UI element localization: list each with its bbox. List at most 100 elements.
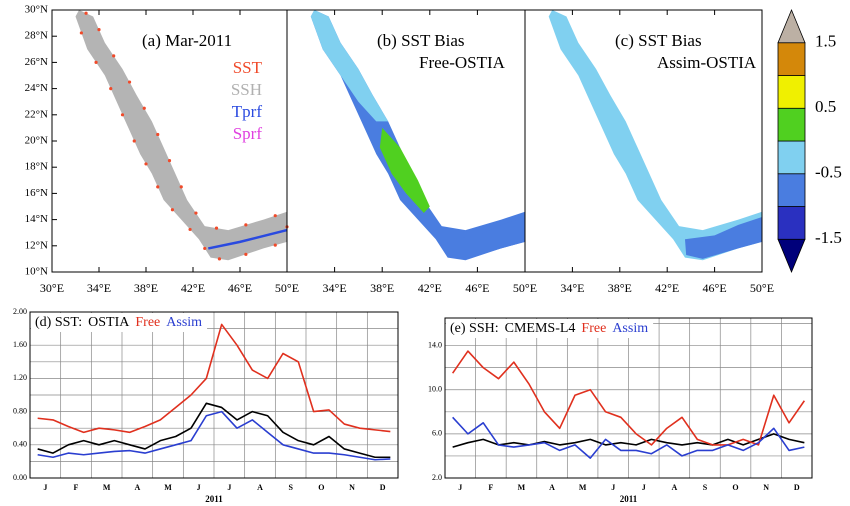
x-tick-label: 30°E: [40, 281, 64, 295]
obs-marker: [94, 60, 98, 64]
obs-marker: [132, 139, 136, 143]
x-tick-label: J: [611, 483, 615, 492]
y-tick-label: 1.60: [13, 340, 27, 349]
y-tick-label: 10.0: [428, 385, 442, 394]
panel-title: (b) SST Bias: [377, 31, 465, 50]
y-tick-label: 24°N: [25, 82, 48, 94]
panel-title: (a) Mar-2011: [142, 31, 232, 50]
legend-entry: Assim: [166, 315, 202, 330]
colorbar-label: 0.5: [815, 97, 836, 116]
obs-marker: [144, 162, 148, 166]
x-tick-label: M: [164, 483, 172, 492]
x-tick-label: 34°E: [560, 281, 584, 295]
y-tick-label: 26°N: [25, 56, 48, 68]
x-tick-label: 42°E: [655, 281, 679, 295]
y-tick-label: 0.40: [13, 440, 27, 449]
x-tick-label: 38°E: [608, 281, 632, 295]
y-tick-label: 18°N: [25, 161, 48, 173]
title-background: [31, 313, 208, 332]
y-tick-label: 0.00: [13, 473, 27, 482]
obs-marker: [273, 243, 277, 247]
legend-entry: Free: [135, 315, 160, 330]
legend-entry: SSH: [231, 80, 262, 99]
plot-frame: [444, 317, 813, 479]
x-tick-label: O: [732, 483, 738, 492]
obs-marker: [97, 28, 101, 32]
y-tick-label: 0.80: [13, 406, 27, 415]
title-background: [446, 319, 654, 338]
x-tick-label: A: [257, 483, 263, 492]
x-tick-label: 50°E: [513, 281, 537, 295]
legend-entry: Assim: [612, 321, 648, 336]
y-tick-label: 6.0: [432, 429, 442, 438]
bias-region: [447, 216, 525, 259]
panel-title: (c) SST Bias: [615, 31, 702, 50]
series-line: [37, 323, 391, 434]
colorbar-segment: [777, 42, 806, 76]
obs-marker: [167, 159, 172, 163]
obs-marker: [273, 214, 277, 218]
y-tick-label: 12°N: [25, 239, 48, 251]
x-tick-label: S: [703, 483, 708, 492]
obs-marker: [156, 132, 160, 137]
series-line: [452, 416, 805, 459]
legend-entry: Sprf: [233, 124, 263, 143]
obs-marker: [188, 227, 192, 232]
x-tick-label: N: [763, 483, 769, 492]
plot-frame: [29, 311, 399, 479]
y-tick-label: 28°N: [25, 30, 48, 42]
x-tick-label: 50°E: [275, 281, 299, 295]
x-tick-label: F: [74, 483, 79, 492]
bias-region: [684, 216, 762, 259]
x-tick-label: N: [349, 483, 355, 492]
obs-marker: [214, 226, 219, 230]
legend-entry: SST: [233, 58, 263, 77]
obs-marker: [179, 185, 183, 189]
obs-marker: [84, 11, 88, 15]
colorbar-segment: [777, 173, 806, 207]
obs-marker: [142, 106, 146, 110]
panel-subtitle: Assim-OSTIA: [657, 53, 757, 72]
panel-subtitle: Free-OSTIA: [419, 53, 506, 72]
colorbar-segment: [777, 206, 806, 240]
x-tick-label: 46°E: [465, 281, 489, 295]
y-tick-label: 14.0: [428, 340, 442, 349]
y-tick-label: 16°N: [25, 187, 48, 199]
legend-entry: CMEMS-L4: [505, 321, 576, 336]
x-tick-label: 38°E: [134, 281, 158, 295]
x-tick-label: O: [318, 483, 324, 492]
colorbar-segment: [777, 107, 806, 142]
x-tick-label: 42°E: [181, 281, 205, 295]
y-tick-label: 30°N: [25, 4, 48, 16]
panel-title: (d) SST:: [35, 315, 82, 330]
series-line: [451, 350, 806, 446]
x-tick-label: 38°E: [370, 281, 394, 295]
x-tick-label: M: [103, 483, 111, 492]
x-tick-label: 34°E: [323, 281, 347, 295]
legend-entry: Free: [581, 321, 606, 336]
bias-region: [379, 127, 430, 214]
obs-marker: [244, 223, 248, 227]
obs-marker: [127, 80, 132, 84]
y-tick-label: 10°N: [25, 266, 48, 278]
x-tick-label: M: [579, 483, 587, 492]
x-tick-label: J: [43, 483, 47, 492]
x-tick-label: A: [671, 483, 677, 492]
x-tick-label: 50°E: [750, 281, 774, 295]
obs-marker: [244, 252, 248, 256]
x-tick-label: D: [380, 483, 386, 492]
x-tick-label: A: [549, 483, 555, 492]
series-line: [37, 402, 391, 459]
x-tick-label: 42°E: [418, 281, 442, 295]
bias-region: [310, 10, 389, 122]
x-tick-label: M: [518, 483, 526, 492]
x-tick-label: 46°E: [228, 281, 252, 295]
colorbar-label: -0.5: [815, 163, 842, 182]
colorbar-segment: [777, 140, 806, 175]
y-tick-label: 2.00: [13, 307, 27, 316]
obs-marker: [217, 257, 222, 261]
x-tick-label: J: [642, 483, 646, 492]
colorbar-segment: [777, 8, 806, 44]
x-tick-label: J: [197, 483, 201, 492]
